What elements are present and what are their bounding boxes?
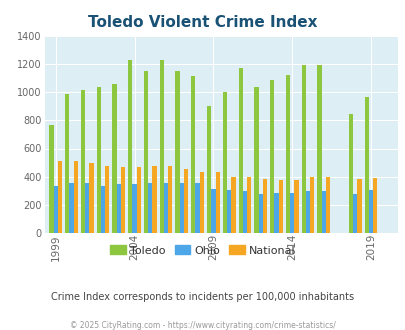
Bar — [191, 76, 195, 233]
Bar — [168, 166, 172, 233]
Bar — [143, 71, 148, 233]
Bar — [136, 167, 141, 233]
Legend: Toledo, Ohio, National: Toledo, Ohio, National — [105, 241, 300, 260]
Bar — [301, 65, 305, 233]
Bar — [226, 190, 231, 233]
Bar — [258, 194, 262, 233]
Bar — [309, 177, 313, 233]
Bar — [100, 186, 105, 233]
Bar — [215, 172, 219, 233]
Bar — [352, 194, 356, 233]
Bar — [356, 179, 361, 233]
Bar — [207, 106, 211, 233]
Bar — [195, 183, 199, 233]
Bar — [132, 183, 136, 233]
Bar — [238, 68, 242, 233]
Text: Toledo Violent Crime Index: Toledo Violent Crime Index — [88, 15, 317, 30]
Bar — [321, 191, 325, 233]
Bar — [53, 186, 58, 233]
Text: © 2025 CityRating.com - https://www.cityrating.com/crime-statistics/: © 2025 CityRating.com - https://www.city… — [70, 321, 335, 330]
Bar — [85, 183, 89, 233]
Bar — [242, 191, 247, 233]
Bar — [317, 65, 321, 233]
Bar — [211, 189, 215, 233]
Bar — [116, 183, 121, 233]
Bar — [199, 172, 203, 233]
Bar — [49, 125, 53, 233]
Bar — [274, 193, 278, 233]
Bar — [254, 87, 258, 233]
Bar — [96, 87, 100, 233]
Bar — [262, 179, 266, 233]
Bar — [69, 183, 73, 233]
Bar — [105, 166, 109, 233]
Bar — [179, 183, 183, 233]
Bar — [148, 183, 152, 233]
Bar — [222, 92, 226, 233]
Bar — [159, 60, 164, 233]
Bar — [305, 191, 309, 233]
Bar — [348, 114, 352, 233]
Bar — [175, 71, 179, 233]
Bar — [231, 177, 235, 233]
Bar — [372, 178, 377, 233]
Bar — [65, 94, 69, 233]
Bar — [164, 183, 168, 233]
Bar — [89, 163, 94, 233]
Bar — [290, 193, 294, 233]
Bar — [285, 75, 290, 233]
Bar — [73, 161, 78, 233]
Bar — [325, 177, 329, 233]
Bar — [269, 80, 274, 233]
Bar — [368, 190, 372, 233]
Bar — [58, 161, 62, 233]
Bar — [112, 84, 116, 233]
Bar — [294, 180, 298, 233]
Bar — [364, 97, 368, 233]
Bar — [152, 166, 156, 233]
Bar — [278, 180, 282, 233]
Bar — [183, 169, 188, 233]
Bar — [247, 177, 251, 233]
Text: Crime Index corresponds to incidents per 100,000 inhabitants: Crime Index corresponds to incidents per… — [51, 292, 354, 302]
Bar — [128, 60, 132, 233]
Bar — [121, 167, 125, 233]
Bar — [81, 90, 85, 233]
